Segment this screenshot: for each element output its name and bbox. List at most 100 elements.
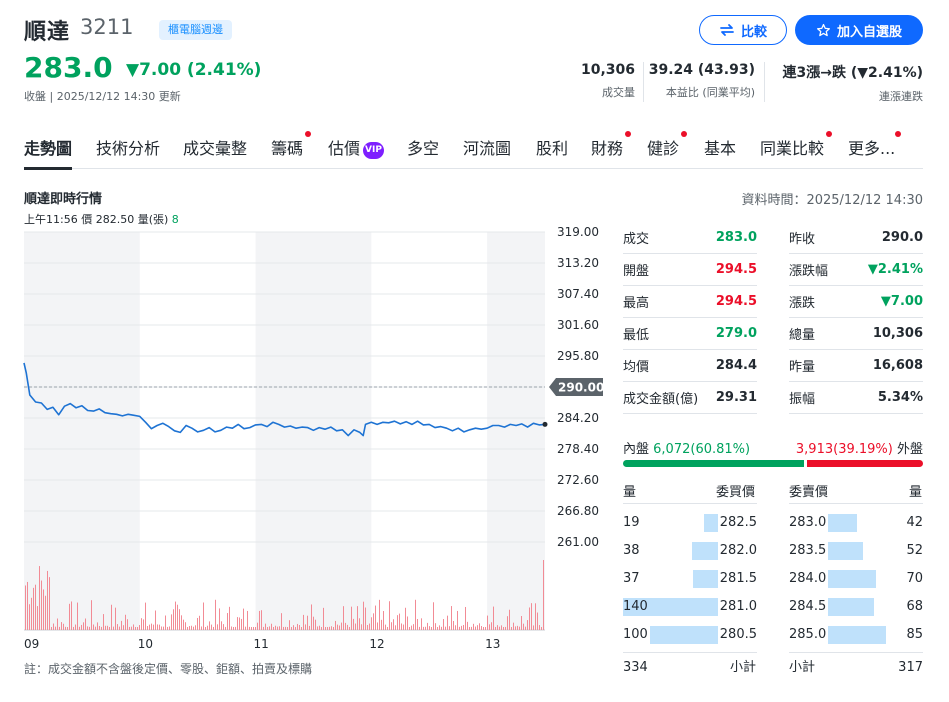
volume-bar (171, 614, 172, 630)
tab-river[interactable]: 河流圖 (463, 135, 511, 169)
volume-bar (361, 624, 362, 630)
volume-bar (293, 625, 294, 630)
volume-bar (113, 626, 114, 630)
tab-bar: 走勢圖 技術分析 成交彙整 籌碼 估價 VIP 多空 河流圖 股利 財務 健診 基… (24, 131, 923, 170)
y-tick-label: 319.00 (557, 225, 599, 239)
tab-dividend[interactable]: 股利 (536, 135, 568, 169)
volume-bar (179, 609, 180, 630)
bid-qty: 140 (623, 599, 648, 614)
metric-label: 本益比 (同業平均) (665, 86, 755, 99)
bid-price[interactable]: 281.5 (719, 571, 757, 586)
inner-bar (623, 460, 804, 467)
volume-bar (453, 620, 454, 630)
volume-bar (163, 626, 164, 630)
intraday-chart[interactable]: 290.00 319.00 313.20 307.40 301.60 295.80 284… (0, 0, 610, 702)
volume-bar (169, 626, 170, 630)
volume-bar (43, 589, 44, 630)
tab-trades[interactable]: 成交彙整 (183, 135, 247, 169)
volume-bar (197, 617, 198, 630)
ask-price[interactable]: 283.0 (789, 515, 827, 530)
volume-bar (39, 566, 40, 630)
volume-bar (99, 625, 100, 630)
volume-bar (165, 615, 166, 630)
volume-bar (159, 624, 160, 630)
volume-bar (241, 618, 242, 630)
tab-label: 估價 (328, 139, 361, 158)
volume-bar (433, 602, 434, 630)
volume-bar (223, 624, 224, 630)
ask-qty: 85 (906, 627, 923, 642)
volume-bar (149, 624, 150, 630)
tab-chips[interactable]: 籌碼 (271, 131, 312, 169)
volume-bar (539, 625, 540, 630)
volume-bar (73, 626, 74, 630)
ask-price[interactable]: 284.5 (789, 599, 827, 614)
volume-bar (273, 626, 274, 630)
industry-badge[interactable]: 櫃電腦週邊 (159, 20, 232, 40)
tab-technical[interactable]: 技術分析 (96, 135, 160, 169)
volume-bar (497, 625, 498, 630)
stat-row: 成交金額(億) 29.31 (623, 382, 757, 414)
tab-label: 股利 (536, 139, 569, 158)
y-tick-label: 266.80 (557, 504, 599, 518)
ask-depth-bar (828, 598, 875, 616)
y-tick-label: 278.40 (557, 442, 599, 456)
outer-label: 外盤 (896, 442, 923, 457)
volume-bar (153, 624, 154, 630)
volume-bar (83, 622, 84, 630)
volume-bar (303, 614, 304, 630)
volume-bar (215, 599, 216, 630)
volume-bar (305, 624, 306, 630)
tab-trend[interactable]: 走勢圖 (24, 135, 73, 170)
stat-label: 開盤 (623, 264, 650, 279)
tab-basic[interactable]: 基本 (704, 135, 736, 169)
tab-valuation[interactable]: 估價 VIP (328, 135, 385, 169)
stat-row: 均價 284.4 (623, 350, 757, 382)
add-watchlist-button[interactable]: 加入自選股 (795, 15, 923, 45)
bid-total: 334 (623, 660, 648, 675)
volume-bar (35, 584, 36, 630)
bid-depth-bar (704, 514, 718, 532)
volume-bar (259, 610, 260, 630)
volume-bar (31, 597, 32, 630)
volume-bar (213, 626, 214, 630)
ask-qty: 68 (906, 599, 923, 614)
stat-value: 10,306 (872, 326, 923, 341)
volume-bar (107, 625, 108, 630)
bid-price[interactable]: 280.5 (719, 627, 757, 642)
volume-bar (71, 601, 72, 630)
bid-price[interactable]: 282.5 (719, 515, 757, 530)
tab-health[interactable]: 健診 (647, 131, 688, 169)
volume-bar (141, 618, 142, 630)
volume-bar (403, 624, 404, 630)
volume-bar (157, 624, 158, 630)
divider (643, 62, 644, 102)
ask-price[interactable]: 285.0 (789, 627, 827, 642)
current-price: 283.0 (24, 51, 113, 84)
tab-bull-bear[interactable]: 多空 (407, 135, 439, 169)
volume-bar (75, 624, 76, 630)
stat-row: 振幅 5.34% (789, 382, 923, 414)
volume-bar (295, 626, 296, 630)
volume-bar (289, 620, 290, 630)
bid-price[interactable]: 281.0 (719, 599, 757, 614)
stat-value: 279.0 (715, 326, 757, 341)
tab-more[interactable]: 更多... (848, 131, 902, 169)
volume-bar (125, 614, 126, 630)
volume-bar (233, 626, 234, 630)
tab-finance[interactable]: 財務 (591, 131, 632, 169)
tab-peer[interactable]: 同業比較 (760, 131, 833, 169)
volume-bar (217, 624, 218, 630)
stat-label: 最低 (623, 328, 650, 343)
volume-bar (437, 626, 438, 630)
bid-price[interactable]: 282.0 (719, 543, 757, 558)
compare-button[interactable]: 比較 (699, 15, 787, 45)
volume-bar (503, 626, 504, 630)
volume-bar (375, 605, 376, 630)
volume-bar (473, 623, 474, 630)
ask-price[interactable]: 284.0 (789, 571, 827, 586)
volume-bar (425, 626, 426, 630)
ask-price[interactable]: 283.5 (789, 543, 827, 558)
volume-bar (449, 626, 450, 630)
volume-bar (299, 625, 300, 630)
